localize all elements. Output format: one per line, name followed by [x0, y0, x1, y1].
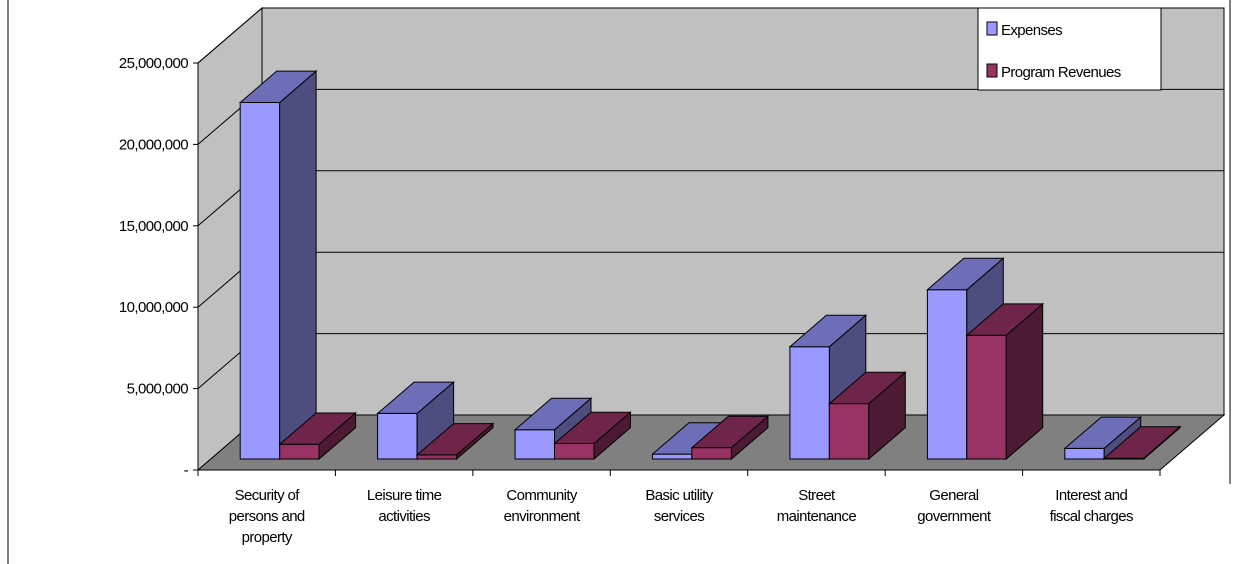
- bar-front: [828, 403, 870, 460]
- bar: [415, 422, 495, 461]
- x-tick-label: Community environment: [504, 487, 581, 525]
- chart-frame: [7, 0, 1231, 564]
- y-tick-label: 5,000,000: [127, 381, 189, 398]
- gridline: [197, 7, 1224, 64]
- bar: [278, 411, 357, 461]
- x-tick-label: Basic utility services: [645, 487, 713, 525]
- legend-label: Program Revenues: [1001, 64, 1121, 81]
- axes: - 5,000,000 10,000,000 15,000,000 20,000,000…: [119, 55, 1161, 546]
- bar-top: [965, 303, 1045, 336]
- bar: [238, 70, 318, 461]
- y-tick-label: -: [184, 462, 189, 479]
- y-tick-label: 15,000,000: [119, 218, 188, 235]
- bar-front: [652, 453, 693, 460]
- bar-top: [926, 257, 1005, 291]
- bar-top: [415, 423, 495, 456]
- bar-front: [514, 429, 555, 460]
- bar-side: [279, 70, 317, 461]
- bar-top: [553, 411, 632, 444]
- bar-front: [1064, 447, 1105, 460]
- bar: [965, 302, 1045, 461]
- legend-box: [977, 7, 1162, 91]
- y-tick-label: 10,000,000: [119, 299, 188, 316]
- x-tick-label: Street maintenance: [777, 487, 857, 525]
- bar-front: [279, 443, 320, 460]
- bar: [828, 371, 907, 461]
- bar-top: [1063, 416, 1143, 449]
- bar-top: [690, 415, 770, 449]
- bar: [376, 381, 455, 461]
- y-tick-label: 25,000,000: [119, 55, 188, 72]
- x-tick-label: General government: [917, 487, 992, 525]
- bar-front: [554, 443, 595, 460]
- legend-swatch: [986, 21, 998, 36]
- bar-front: [416, 454, 457, 460]
- bar: [553, 411, 632, 461]
- bar-top: [278, 412, 357, 445]
- bar: [1102, 425, 1182, 461]
- bar-top: [238, 70, 318, 103]
- x-tick-label: Interest and fiscal charges: [1050, 487, 1133, 525]
- bar-front: [377, 412, 418, 460]
- bar-front: [789, 346, 830, 460]
- x-tick-label: Security of persons and property: [229, 487, 305, 546]
- y-tick-label: 20,000,000: [119, 136, 188, 153]
- bar: [690, 415, 770, 461]
- bar-front: [966, 334, 1007, 460]
- bar-top: [1102, 426, 1182, 459]
- x-tick-label: Leisure time activities: [367, 487, 442, 525]
- bar-top: [788, 314, 868, 348]
- legend-label: Expenses: [1001, 22, 1062, 39]
- bar-top: [376, 381, 455, 414]
- bar-top: [513, 397, 593, 431]
- bars: [238, 70, 1182, 461]
- legend: Expenses Program Revenues: [977, 7, 1162, 91]
- legend-swatch: [986, 63, 998, 78]
- bar-front: [239, 102, 281, 460]
- bar-front: [691, 447, 732, 460]
- bar-top: [828, 371, 907, 405]
- bar-front: [926, 289, 968, 460]
- bar: [1063, 416, 1143, 461]
